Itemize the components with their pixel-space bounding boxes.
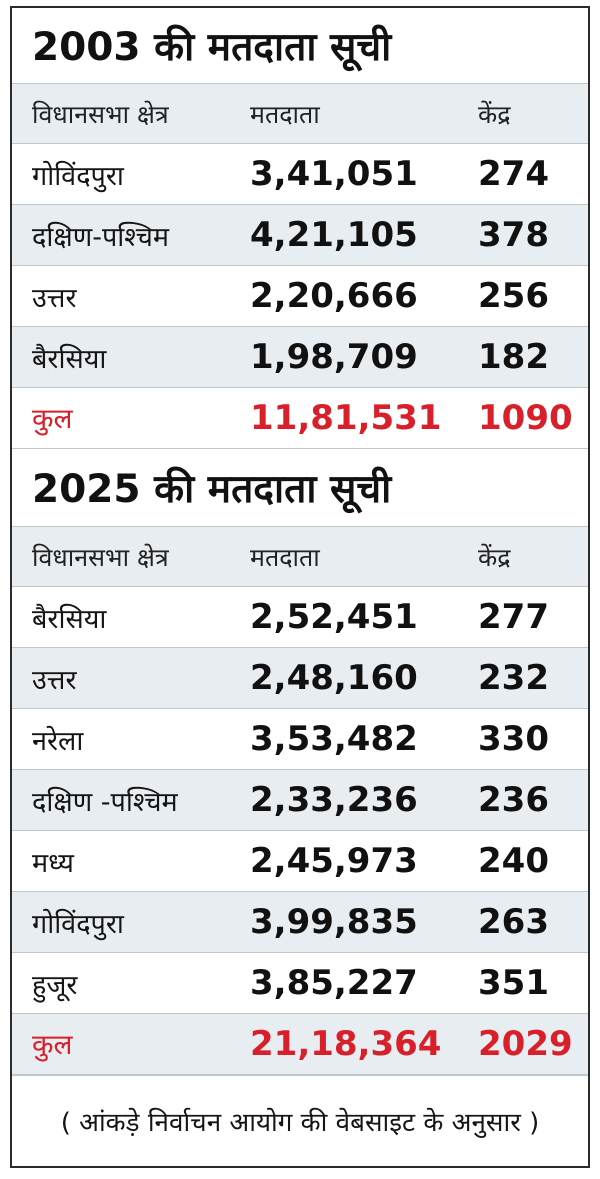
constituency-name: उत्तर [32, 282, 77, 314]
header-voters: मतदाता [250, 99, 320, 129]
section-title-2025: 2025 की मतदाता सूची [12, 449, 588, 527]
voter-list-card: 2003 की मतदाता सूची विधानसभा क्षेत्र मतद… [10, 6, 590, 1168]
constituency-name: उत्तर [32, 664, 77, 696]
constituency-name: नरेला [32, 725, 84, 757]
total-row-2003: कुल 11,81,531 1090 [12, 388, 588, 449]
center-count: 182 [478, 337, 549, 377]
table-row: बैरसिया 2,52,451 277 [12, 587, 588, 648]
constituency-name: दक्षिण -पश्चिम [32, 786, 178, 818]
total-row-2025: कुल 21,18,364 2029 [12, 1014, 588, 1075]
table-row: बैरसिया 1,98,709 182 [12, 327, 588, 388]
center-count: 378 [478, 215, 549, 255]
header-constituency: विधानसभा क्षेत्र [32, 99, 169, 129]
voter-count: 2,48,160 [250, 658, 418, 698]
constituency-name: बैरसिया [32, 603, 107, 635]
total-label: कुल [32, 1028, 73, 1061]
header-centers: केंद्र [478, 542, 511, 572]
center-count: 330 [478, 719, 549, 759]
voter-count: 2,52,451 [250, 597, 418, 637]
voter-count: 3,41,051 [250, 154, 418, 194]
constituency-name: मध्य [32, 847, 74, 879]
section-title-2003: 2003 की मतदाता सूची [12, 8, 588, 84]
header-voters: मतदाता [250, 542, 320, 572]
voter-count: 1,98,709 [250, 337, 418, 377]
source-note: ( आंकड़े निर्वाचन आयोग की वेबसाइट के अनु… [12, 1075, 588, 1165]
table-header-2003: विधानसभा क्षेत्र मतदाता केंद्र [12, 84, 588, 144]
table-row: नरेला 3,53,482 330 [12, 709, 588, 770]
voter-count: 3,85,227 [250, 963, 418, 1003]
total-centers: 1090 [478, 398, 573, 438]
center-count: 240 [478, 841, 549, 881]
voter-count: 2,20,666 [250, 276, 418, 316]
voter-count: 4,21,105 [250, 215, 418, 255]
table-row: दक्षिण-पश्चिम 4,21,105 378 [12, 205, 588, 266]
total-label: कुल [32, 402, 73, 435]
total-voters: 11,81,531 [250, 398, 442, 438]
table-row: गोविंदपुरा 3,41,051 274 [12, 144, 588, 205]
total-centers: 2029 [478, 1024, 573, 1064]
voter-count: 3,53,482 [250, 719, 418, 759]
constituency-name: गोविंदपुरा [32, 908, 124, 940]
table-row: दक्षिण -पश्चिम 2,33,236 236 [12, 770, 588, 831]
constituency-name: दक्षिण-पश्चिम [32, 221, 170, 253]
table-header-2025: विधानसभा क्षेत्र मतदाता केंद्र [12, 527, 588, 587]
constituency-name: हुजूर [32, 969, 78, 1001]
center-count: 274 [478, 154, 549, 194]
table-row: हुजूर 3,85,227 351 [12, 953, 588, 1014]
center-count: 256 [478, 276, 549, 316]
header-constituency: विधानसभा क्षेत्र [32, 542, 169, 572]
center-count: 232 [478, 658, 549, 698]
table-row: उत्तर 2,20,666 256 [12, 266, 588, 327]
center-count: 236 [478, 780, 549, 820]
header-centers: केंद्र [478, 99, 511, 129]
center-count: 263 [478, 902, 549, 942]
voter-count: 3,99,835 [250, 902, 418, 942]
center-count: 351 [478, 963, 549, 1003]
voter-count: 2,45,973 [250, 841, 418, 881]
total-voters: 21,18,364 [250, 1024, 442, 1064]
table-row: गोविंदपुरा 3,99,835 263 [12, 892, 588, 953]
voter-count: 2,33,236 [250, 780, 418, 820]
constituency-name: गोविंदपुरा [32, 160, 124, 192]
table-row: उत्तर 2,48,160 232 [12, 648, 588, 709]
center-count: 277 [478, 597, 549, 637]
table-row: मध्य 2,45,973 240 [12, 831, 588, 892]
constituency-name: बैरसिया [32, 343, 107, 375]
